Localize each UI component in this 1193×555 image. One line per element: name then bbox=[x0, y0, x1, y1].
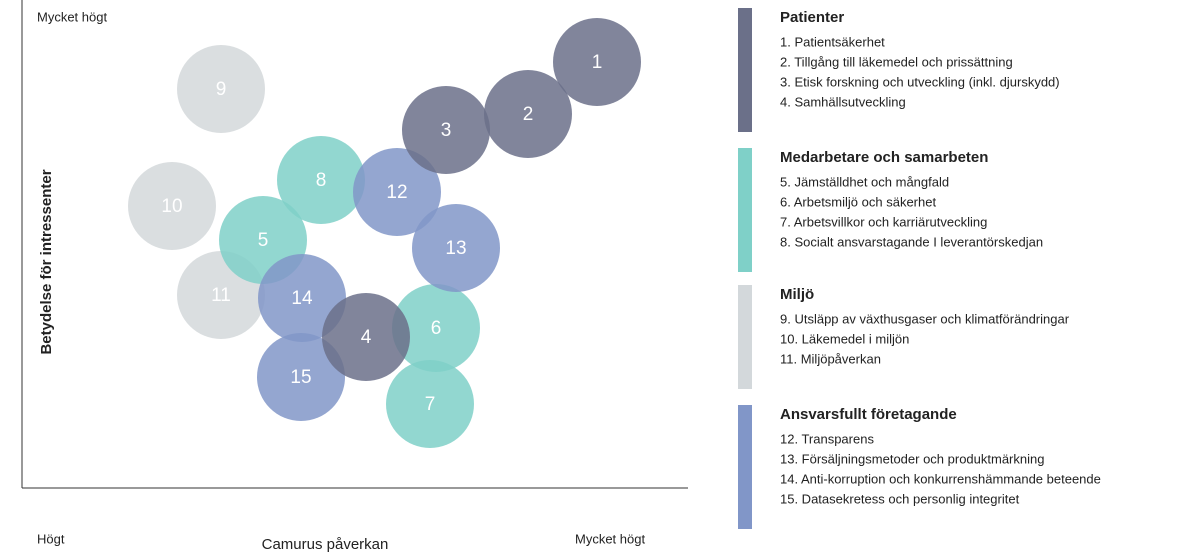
legend-item: 2. Tillgång till läkemedel och prissättn… bbox=[780, 54, 1013, 69]
legend-item: 13. Försäljningsmetoder och produktmärkn… bbox=[780, 451, 1044, 466]
bubble bbox=[402, 86, 490, 174]
bubble bbox=[484, 70, 572, 158]
legend-item: 5. Jämställdhet och mångfald bbox=[780, 174, 949, 189]
bubble bbox=[277, 136, 365, 224]
bubble bbox=[353, 148, 441, 236]
legend-bar bbox=[738, 285, 752, 389]
x-left-label: Högt bbox=[37, 531, 65, 546]
legend-item: 9. Utsläpp av växthusgaser och klimatför… bbox=[780, 311, 1070, 326]
bubble-label: 2 bbox=[523, 104, 534, 125]
legend-item: 1. Patientsäkerhet bbox=[780, 34, 885, 49]
legend-title: Medarbetare och samarbeten bbox=[780, 149, 988, 166]
bubble-label: 11 bbox=[211, 285, 231, 306]
bubble-label: 15 bbox=[290, 367, 311, 388]
legend-item: 15. Datasekretess och personlig integrit… bbox=[780, 491, 1020, 506]
bubble bbox=[553, 18, 641, 106]
y-title: Betydelse för intressenter bbox=[38, 169, 55, 354]
legend-item: 7. Arbetsvillkor och karriärutveckling bbox=[780, 214, 987, 229]
legend-item: 12. Transparens bbox=[780, 431, 874, 446]
bubble-label: 7 bbox=[425, 394, 436, 415]
bubble bbox=[258, 254, 346, 342]
legend-bar bbox=[738, 8, 752, 132]
bubble bbox=[128, 162, 216, 250]
legend-title: Patienter bbox=[780, 9, 844, 26]
y-top-label: Mycket högt bbox=[37, 9, 107, 24]
bubble bbox=[257, 333, 345, 421]
legend-item: 11. Miljöpåverkan bbox=[780, 351, 881, 366]
bubble-label: 5 bbox=[258, 230, 269, 251]
bubble-label: 10 bbox=[161, 196, 182, 217]
legend-title: Ansvarsfullt företagande bbox=[780, 406, 957, 423]
bubble bbox=[177, 45, 265, 133]
legend-item: 10. Läkemedel i miljön bbox=[780, 331, 909, 346]
bubble-label: 14 bbox=[291, 288, 313, 309]
bubble bbox=[412, 204, 500, 292]
bubble-label: 13 bbox=[445, 238, 466, 259]
x-title: Camurus påverkan bbox=[262, 536, 389, 553]
bubble bbox=[392, 284, 480, 372]
bubble bbox=[322, 293, 410, 381]
legend-item: 3. Etisk forskning och utveckling (inkl.… bbox=[780, 74, 1060, 89]
legend-item: 8. Socialt ansvarstagande I leverantörsk… bbox=[780, 234, 1043, 249]
bubble-label: 9 bbox=[216, 79, 227, 100]
bubble-label: 4 bbox=[361, 327, 372, 348]
bubble-label: 6 bbox=[431, 318, 442, 339]
legend-item: 6. Arbetsmiljö och säkerhet bbox=[780, 194, 936, 209]
legend-item: 14. Anti-korruption och konkurrenshämman… bbox=[780, 471, 1101, 486]
legend-item: 4. Samhällsutveckling bbox=[780, 94, 906, 109]
legend-title: Miljö bbox=[780, 286, 814, 303]
bubble-label: 8 bbox=[316, 170, 327, 191]
bubble-label: 3 bbox=[441, 120, 452, 141]
legend-bar bbox=[738, 405, 752, 529]
bubble bbox=[386, 360, 474, 448]
legend-bar bbox=[738, 148, 752, 272]
bubble-label: 12 bbox=[386, 182, 407, 203]
bubble-label: 1 bbox=[592, 52, 603, 73]
x-right-label: Mycket högt bbox=[575, 531, 645, 546]
